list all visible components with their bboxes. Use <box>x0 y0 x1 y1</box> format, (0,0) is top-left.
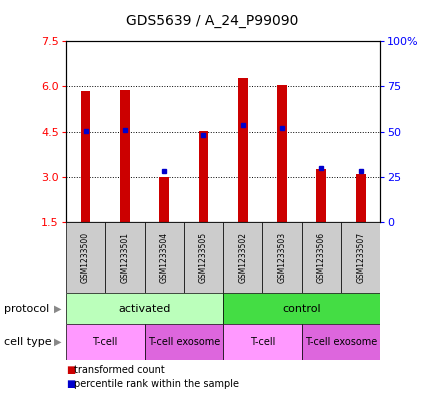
Bar <box>317 169 326 222</box>
Bar <box>120 90 130 222</box>
Bar <box>66 293 223 324</box>
Bar <box>144 324 223 360</box>
Bar <box>223 324 302 360</box>
Bar <box>198 131 208 222</box>
Text: ▶: ▶ <box>54 337 62 347</box>
Text: transformed count: transformed count <box>74 365 165 375</box>
Bar <box>81 91 91 222</box>
Text: activated: activated <box>118 303 171 314</box>
Text: GSM1233502: GSM1233502 <box>238 232 247 283</box>
Text: protocol: protocol <box>4 303 49 314</box>
Text: GSM1233507: GSM1233507 <box>356 232 365 283</box>
Text: GDS5639 / A_24_P99090: GDS5639 / A_24_P99090 <box>126 14 299 28</box>
Text: GSM1233501: GSM1233501 <box>120 232 129 283</box>
Text: ■: ■ <box>66 379 75 389</box>
Text: T-cell: T-cell <box>250 337 275 347</box>
Text: cell type: cell type <box>4 337 52 347</box>
Text: GSM1233506: GSM1233506 <box>317 232 326 283</box>
Text: GSM1233505: GSM1233505 <box>199 232 208 283</box>
Bar <box>262 222 302 293</box>
Bar <box>159 178 169 222</box>
Text: percentile rank within the sample: percentile rank within the sample <box>74 379 239 389</box>
Text: GSM1233504: GSM1233504 <box>160 232 169 283</box>
Text: T-cell exosome: T-cell exosome <box>305 337 377 347</box>
Bar <box>302 324 380 360</box>
Bar <box>277 85 287 222</box>
Bar <box>223 222 262 293</box>
Bar <box>66 222 105 293</box>
Bar <box>144 222 184 293</box>
Bar <box>66 324 144 360</box>
Text: control: control <box>283 303 321 314</box>
Bar <box>184 222 223 293</box>
Bar <box>223 293 380 324</box>
Bar <box>302 222 341 293</box>
Text: T-cell: T-cell <box>93 337 118 347</box>
Text: ▶: ▶ <box>54 303 62 314</box>
Text: ■: ■ <box>66 365 75 375</box>
Text: T-cell exosome: T-cell exosome <box>148 337 220 347</box>
Text: GSM1233503: GSM1233503 <box>278 232 286 283</box>
Bar <box>356 174 366 222</box>
Bar <box>105 222 144 293</box>
Bar <box>238 78 248 222</box>
Text: GSM1233500: GSM1233500 <box>81 232 90 283</box>
Bar <box>341 222 380 293</box>
